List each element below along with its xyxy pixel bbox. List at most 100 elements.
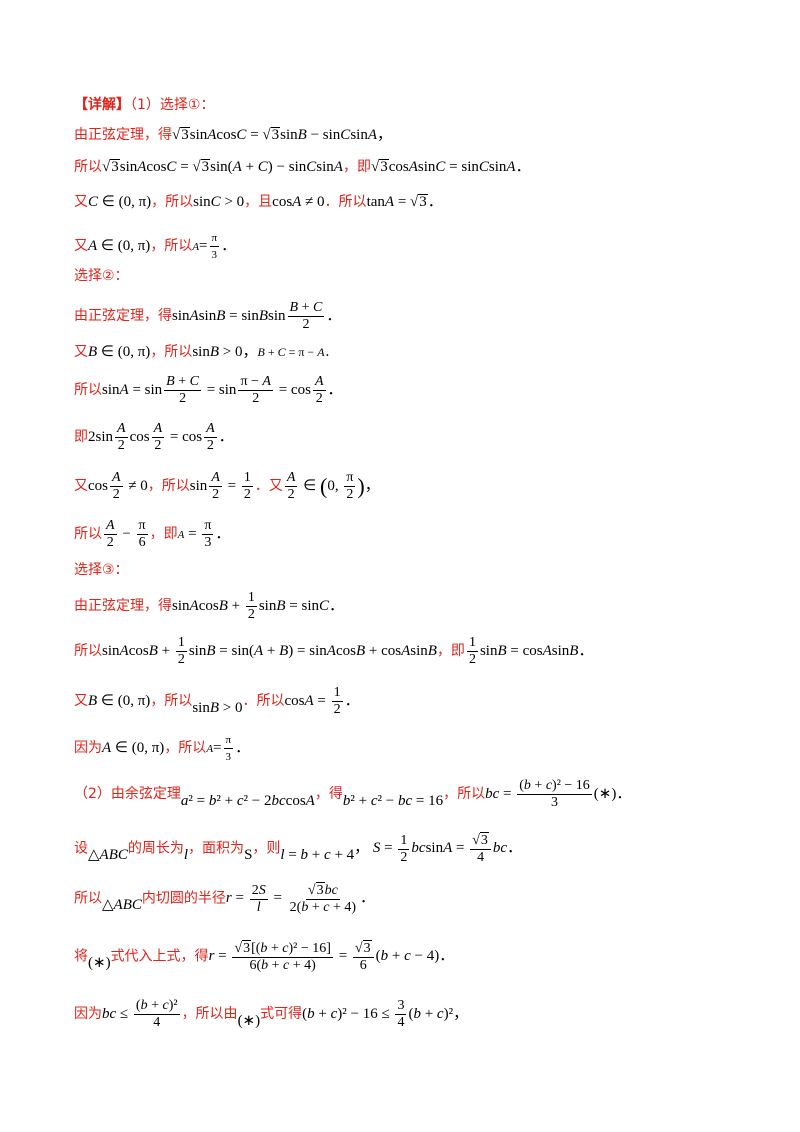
text: 选择③： [74, 562, 129, 578]
text: 又 [74, 477, 88, 494]
text: （2）由余弦定理 [74, 785, 181, 802]
formula: △ABC [88, 847, 128, 864]
text: ，所以 [147, 477, 190, 494]
formula: bc = (b + c)² − 16 3 (∗)． [485, 778, 632, 810]
formula: l [183, 847, 189, 864]
text: ，则 [252, 840, 281, 857]
formula: sinAsinB = sinBsin B + C 2 ． [172, 300, 342, 332]
formula: a² = b² + c² − 2bccosA [180, 792, 315, 809]
text: ，即 [342, 159, 371, 175]
text: ，得 [314, 785, 343, 802]
text: 即 [74, 428, 88, 445]
opt2-label: 选择②： [74, 266, 129, 286]
part2-line4: 将(∗)式代入上式，得r = √3[(b + c)² − 16] 6(b + c … [74, 940, 454, 974]
text: 由正弦定理，得 [74, 127, 172, 143]
opt3-line1: 由正弦定理，得sinAcosB + 1 2 sinB = sinC． [74, 590, 344, 623]
formula: cosA = 1 2 ． [284, 685, 360, 717]
opt3-line4: 因为A ∈ (0, π)，所以A= π 3 ． [74, 732, 250, 765]
opt1-line4: 又A ∈ (0, π)，所以A= π 3 ． [74, 230, 236, 263]
opt2-line5: 又cos A 2 ≠ 0，所以sin A 2 = 1 2 ．又 A 2 ∈ (0, π 2)， [74, 470, 380, 503]
formula: r = 2S l = √3bc 2(b + c + 4) ． [225, 882, 376, 915]
text: ，所以 [150, 692, 193, 709]
text: 所以 [74, 890, 102, 907]
text: 所以 [74, 159, 102, 175]
text: ．又 [254, 477, 283, 494]
text: 式可得 [260, 1005, 303, 1022]
opt3-line3: 又B ∈ (0, π)，所以sinB > 0．所以cosA = 1 2 ． [74, 685, 360, 718]
opt2-line6: 所以 A 2 − π 6 ，即A = π 3 ． [74, 518, 230, 551]
formula: r = √3[(b + c)² − 16] 6(b + c + 4) = √3 6(… [208, 940, 455, 973]
formula: cosA ≠ 0 [272, 194, 325, 210]
formula: B ∈ (0, π) [88, 344, 151, 360]
text: 将 [74, 948, 88, 965]
formula: B ∈ (0, π) [88, 692, 151, 709]
text: 选择②： [74, 268, 129, 284]
text: 又 [74, 194, 88, 210]
opt3-label: 选择③： [74, 560, 129, 580]
part2-line1: （2）由余弦定理a² = b² + c² − 2bccosA，得b² + c² … [74, 778, 631, 811]
text: ，所以 [150, 237, 193, 254]
text: 所以 [74, 381, 102, 398]
formula: l = b + c + 4 [280, 847, 355, 864]
text: 式代入上式，得 [110, 948, 209, 965]
formula: A ∈ (0, π) [88, 237, 151, 254]
text: 所以 [74, 642, 102, 659]
text: ，即 [436, 642, 465, 659]
solution-header: 【详解】（1）选择①： [74, 95, 214, 115]
text: 的周长为 [127, 840, 184, 857]
formula: 2sin A 2 cos A 2 = cos A 2 ． [88, 421, 234, 453]
text: ，所以 [151, 194, 194, 210]
text: 又 [74, 692, 88, 709]
formula: cos A 2 ≠ 0 [88, 470, 148, 502]
opt2-line4: 即2sin A 2 cos A 2 = cos A 2 ． [74, 421, 234, 454]
formula: ， S = 1 2 bcsinA = √3 4 bc． [354, 832, 523, 865]
formula: sinC > 0 [193, 194, 245, 210]
text: 又 [74, 237, 88, 254]
formula: b² + c² − bc = 16 [342, 792, 444, 809]
text: 所以 [74, 525, 102, 542]
opt2-line2: 又B ∈ (0, π)，所以sinB > 0，B + C = π − A． [74, 342, 337, 362]
opt1-line2: 所以√3sinAcosC = √3sin(A + C) − sinCsinA，即… [74, 157, 531, 177]
formula: sinAcosB + 1 2 sinB = sin(A + B) = sinAcos… [102, 635, 437, 667]
formula: A= π 3 ． [192, 232, 237, 261]
text: ，且 [244, 194, 273, 210]
text: ，即 [149, 525, 178, 542]
text: 因为 [74, 739, 102, 756]
formula: √3cosAsinC = sinCsinA． [370, 159, 531, 175]
text: 又 [74, 344, 88, 360]
part2-line5: 因为bc ≤ (b + c)² 4 ，所以由(∗)式可得(b + c)² − 16 … [74, 998, 468, 1031]
opt1-line3: 又C ∈ (0, π)，所以sinC > 0，且cosA ≠ 0．所以tanA … [74, 192, 443, 212]
heading-label: 【详解】 [74, 97, 130, 113]
opt1-line1: 由正弦定理，得√3sinAcosC = √3sinB − sinCsinA， [74, 125, 392, 145]
part1-label: （1）选择①： [130, 97, 215, 113]
text: ．所以 [324, 194, 367, 210]
formula: sinAcosB + 1 2 sinB = sinC． [172, 590, 345, 622]
formula: (b + c)² − 16 ≤ 3 4 (b + c)²， [302, 998, 469, 1030]
formula: A= π 3 ． [206, 734, 251, 763]
text: 内切圆的半径 [141, 890, 226, 907]
opt3-line2: 所以sinAcosB + 1 2 sinB = sin(A + B) = sinAc… [74, 635, 593, 668]
formula: S [244, 847, 253, 864]
text: 由正弦定理，得 [74, 307, 172, 324]
formula: 1 2 sinB = cosAsinB． [466, 635, 594, 667]
formula: √3sinAcosC = √3sinB − sinCsinA， [172, 127, 393, 143]
part2-line3: 所以△ABC内切圆的半径r = 2S l = √3bc 2(b + c + 4) ． [74, 882, 375, 916]
formula: B + C = π − A． [257, 345, 337, 359]
text: 因为 [74, 1005, 102, 1022]
formula: sinB > 0 [192, 699, 243, 716]
text: 设 [74, 840, 88, 857]
formula: (∗) [237, 1012, 261, 1029]
text: ，所以由 [181, 1005, 238, 1022]
formula: bc ≤ (b + c)² 4 [102, 998, 180, 1030]
formula: △ABC [102, 897, 142, 914]
formula: tanA = √3． [366, 194, 443, 210]
formula: sinB > 0， [192, 344, 258, 360]
text: 由正弦定理，得 [74, 597, 172, 614]
opt2-line1: 由正弦定理，得sinAsinB = sinBsin B + C 2 ． [74, 300, 341, 333]
